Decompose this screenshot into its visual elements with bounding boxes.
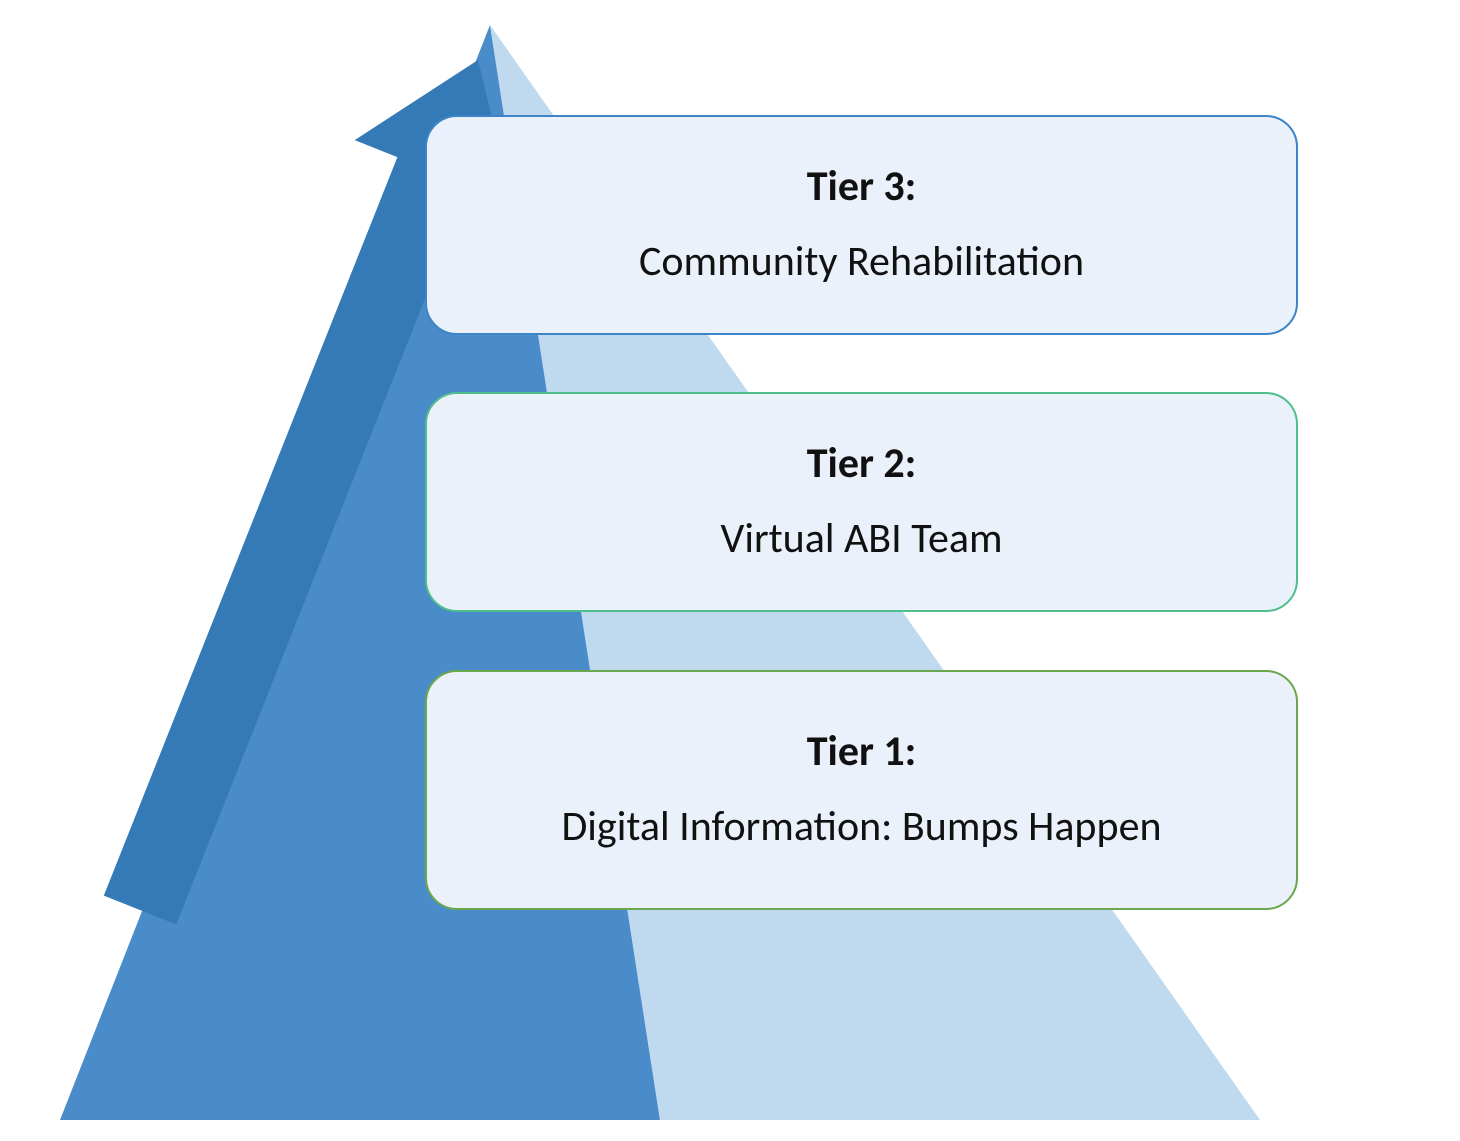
diagram-stage: Increasing levels of support Tier 3: Com…	[0, 0, 1460, 1141]
tier-1-desc: Digital Information: Bumps Happen	[561, 799, 1161, 856]
tier-3-title: Tier 3:	[807, 159, 917, 216]
tier-1-box: Tier 1: Digital Information: Bumps Happe…	[425, 670, 1298, 910]
tier-2-title: Tier 2:	[807, 436, 917, 493]
tier-2-desc: Virtual ABI Team	[720, 511, 1002, 568]
tier-3-desc: Community Rehabilitation	[639, 234, 1084, 291]
tier-1-title: Tier 1:	[807, 724, 917, 781]
tier-2-box: Tier 2: Virtual ABI Team	[425, 392, 1298, 612]
tier-3-box: Tier 3: Community Rehabilitation	[425, 115, 1298, 335]
